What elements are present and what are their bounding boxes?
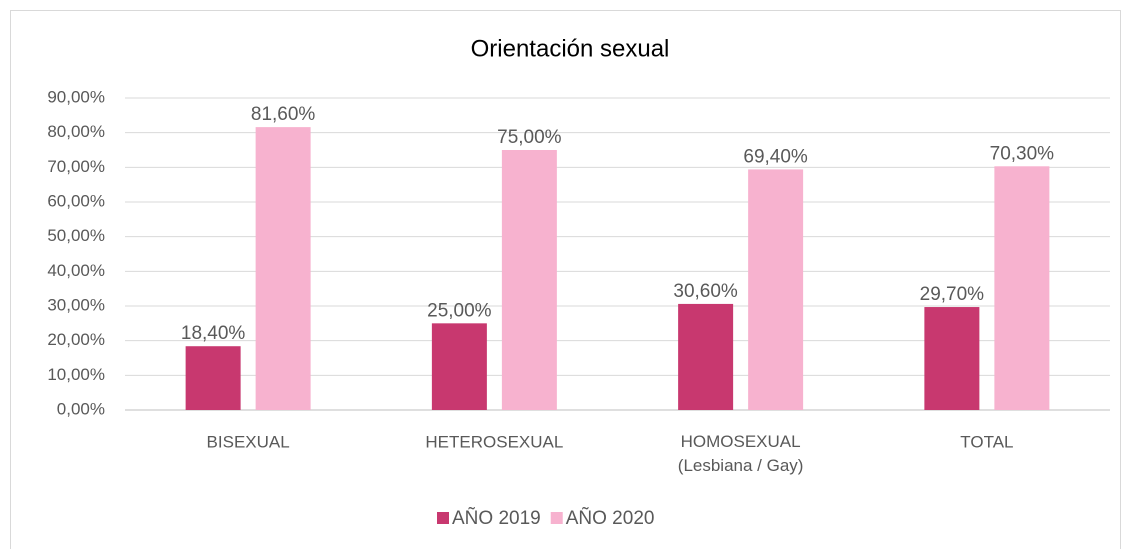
y-tick-label: 40,00% bbox=[47, 261, 105, 280]
x-tick-label: HOMOSEXUAL (Lesbiana / Gay) bbox=[678, 432, 804, 475]
data-label: 18,40% bbox=[181, 323, 246, 344]
bar bbox=[501, 150, 557, 410]
bar bbox=[924, 307, 980, 410]
data-label: 69,40% bbox=[743, 146, 808, 167]
legend-label: AÑO 2020 bbox=[566, 507, 655, 529]
bar bbox=[748, 169, 804, 410]
y-tick-label: 10,00% bbox=[47, 365, 105, 384]
x-tick-label: TOTAL bbox=[960, 432, 1013, 451]
y-tick-label: 0,00% bbox=[57, 399, 105, 418]
y-tick-label: 90,00% bbox=[47, 87, 105, 106]
bar bbox=[185, 346, 241, 410]
chart-title: Orientación sexual bbox=[471, 35, 670, 62]
data-label: 30,60% bbox=[673, 281, 738, 302]
data-label: 81,60% bbox=[251, 104, 316, 125]
bar bbox=[431, 323, 487, 410]
x-tick-label: BISEXUAL bbox=[207, 432, 290, 451]
bar bbox=[255, 127, 311, 411]
data-label: 70,30% bbox=[990, 143, 1055, 164]
legend-swatch bbox=[550, 512, 563, 524]
y-tick-label: 60,00% bbox=[47, 191, 105, 210]
y-tick-label: 50,00% bbox=[47, 226, 105, 245]
legend-label: AÑO 2019 bbox=[452, 507, 541, 529]
y-tick-label: 80,00% bbox=[47, 122, 105, 141]
y-tick-label: 70,00% bbox=[47, 157, 105, 176]
data-label: 25,00% bbox=[427, 300, 492, 321]
legend-swatch bbox=[437, 512, 449, 524]
bar bbox=[678, 303, 734, 410]
x-tick-label: HETEROSEXUAL bbox=[425, 432, 563, 451]
bar bbox=[994, 166, 1050, 410]
data-label: 75,00% bbox=[497, 127, 562, 148]
y-tick-label: 30,00% bbox=[47, 295, 105, 314]
data-label: 29,70% bbox=[920, 284, 985, 305]
y-tick-label: 20,00% bbox=[47, 330, 105, 349]
chart-frame bbox=[10, 10, 1121, 554]
